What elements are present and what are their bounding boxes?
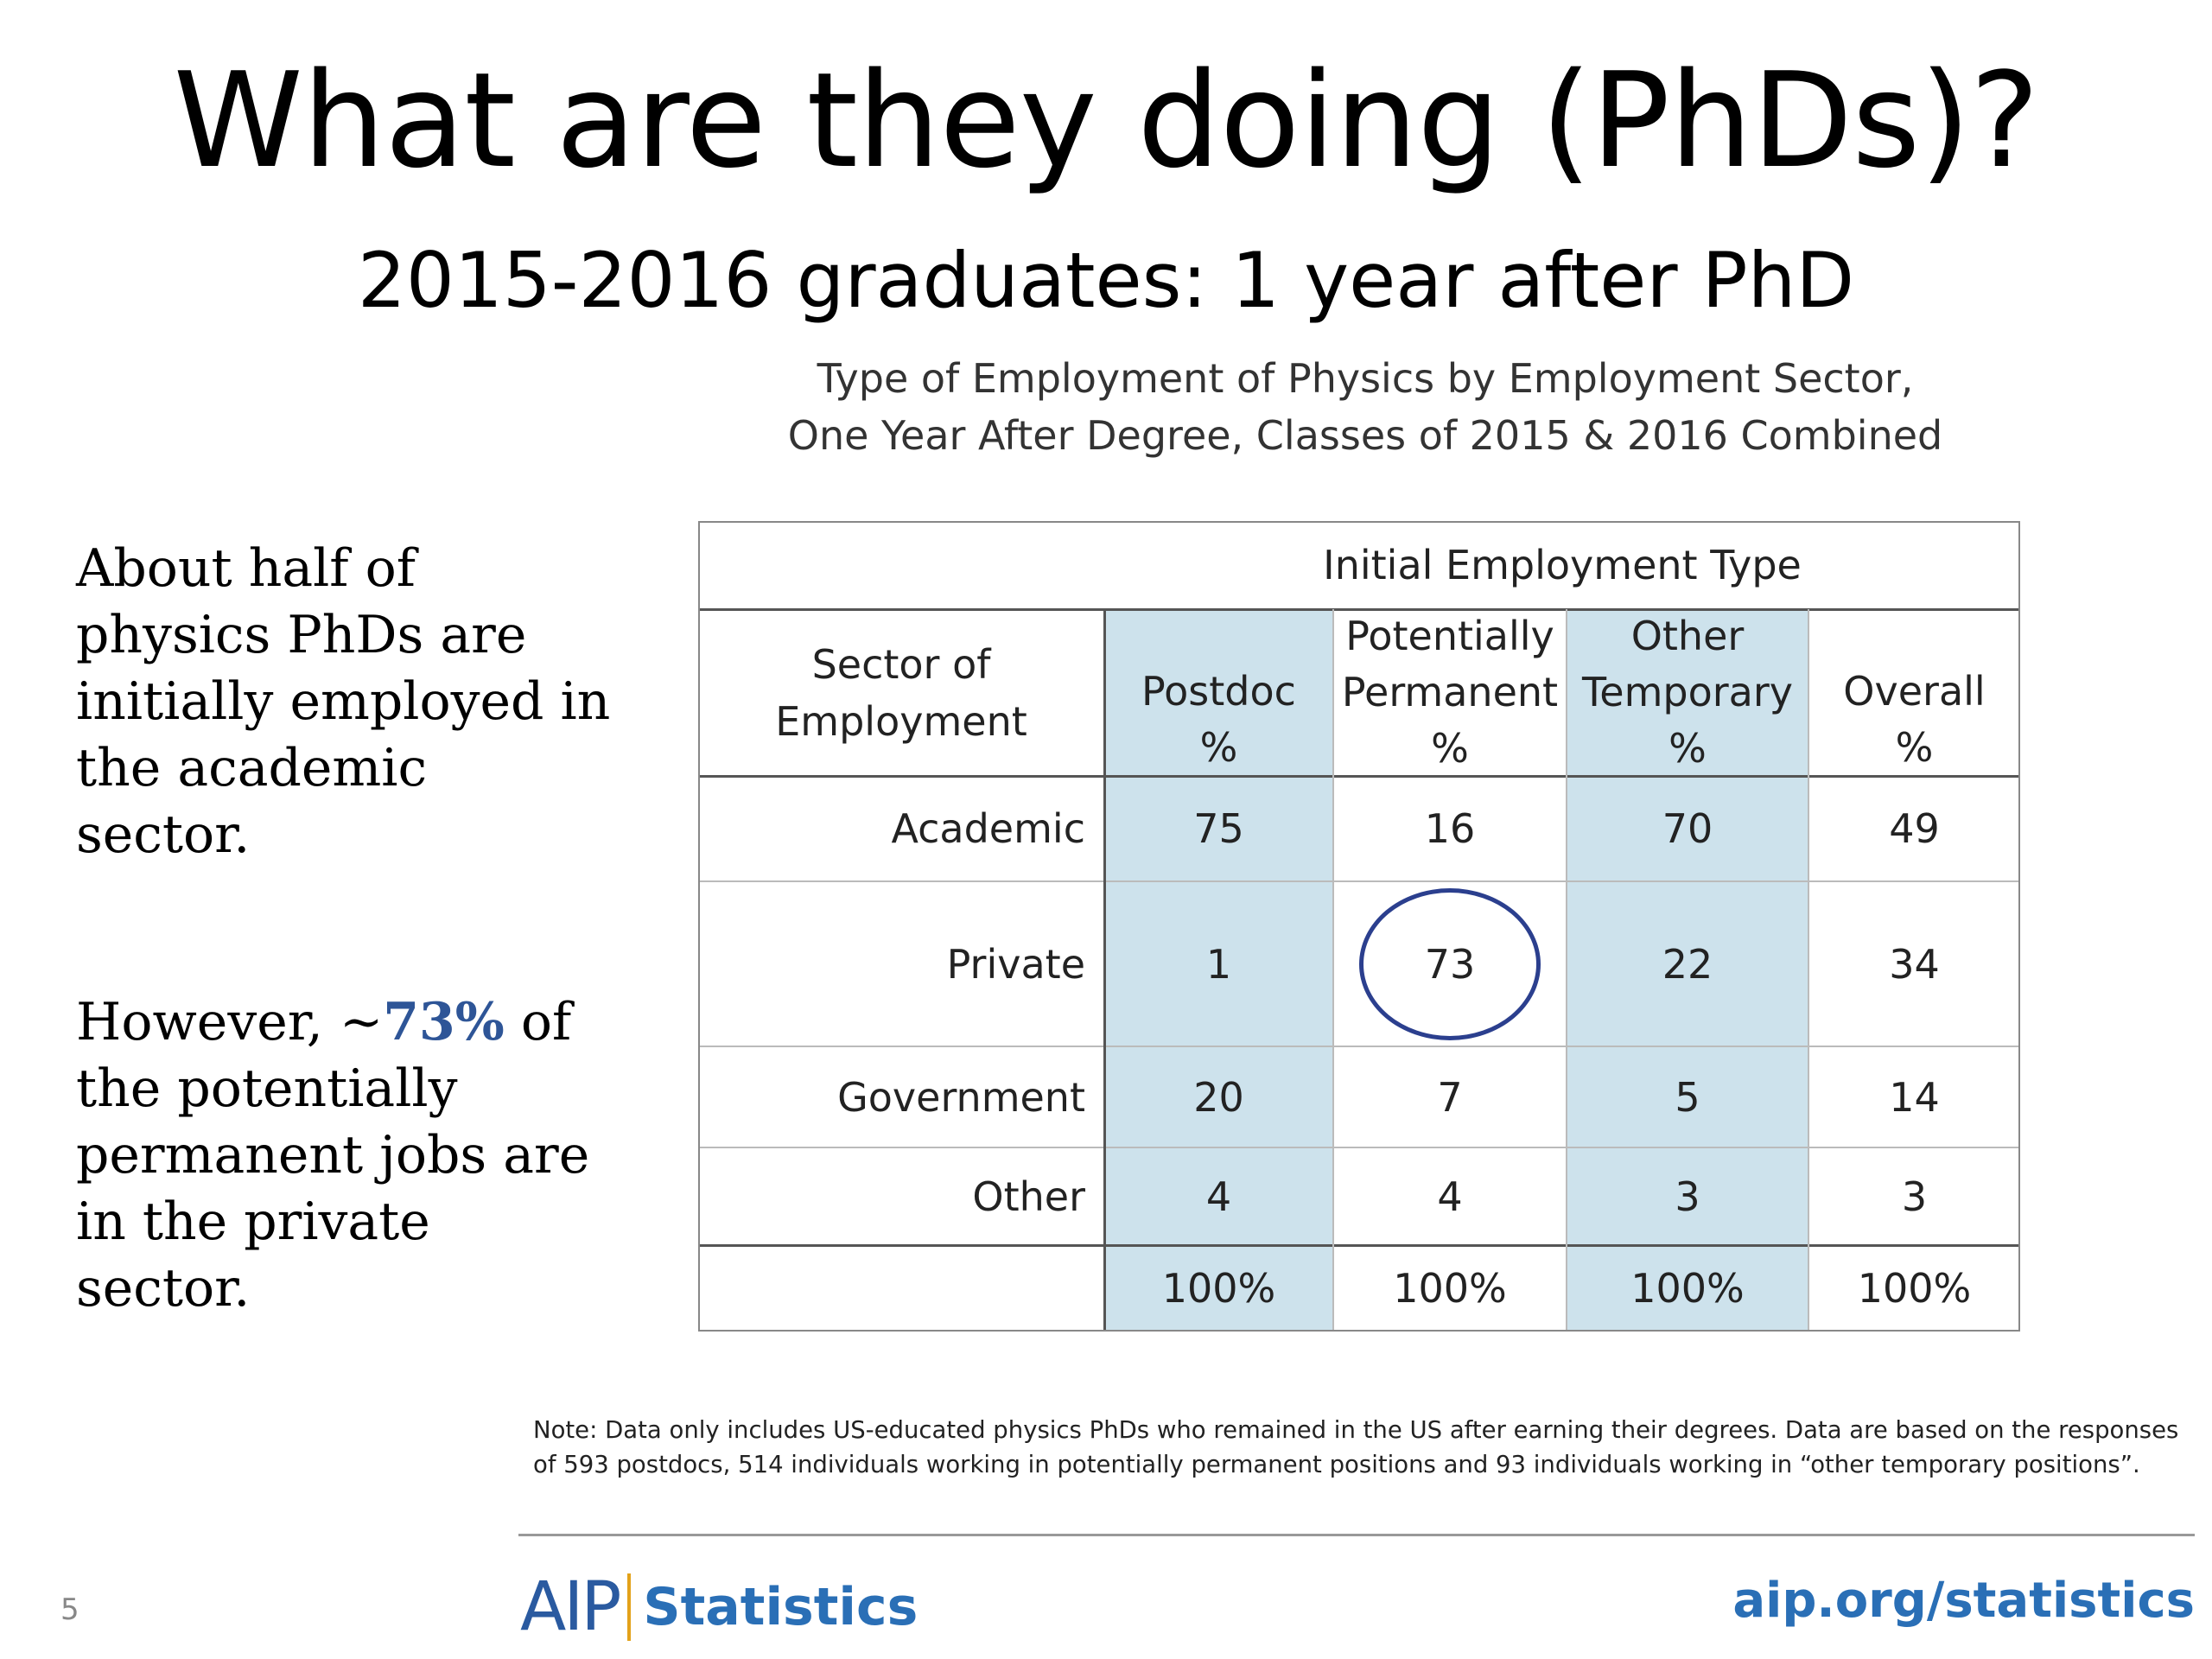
column-header-unit: % [1669, 725, 1707, 772]
row-header-label-line-1: Sector of [811, 640, 991, 688]
column-divider [1566, 609, 1567, 1332]
row-divider [698, 607, 2020, 611]
column-header-unit: % [1199, 724, 1238, 771]
logo-divider [627, 1573, 632, 1641]
table-cell: 16 [1424, 805, 1476, 852]
total-cell: 100% [1857, 1265, 1972, 1312]
shaded-column [1104, 609, 1333, 1332]
column-header-line1: Other [1630, 613, 1745, 659]
table-cell: 3 [1675, 1173, 1700, 1220]
column-header-line2: Permanent [1341, 669, 1559, 715]
footer-divider [518, 1534, 2195, 1536]
total-cell: 100% [1161, 1265, 1276, 1312]
group-header: Initial Employment Type [1323, 542, 1802, 588]
column-header: Other Temporary% [1567, 609, 1808, 776]
column-divider [1808, 609, 1809, 1332]
row-divider [698, 774, 2020, 778]
column-divider [1103, 609, 1106, 1332]
side-text-private-after: of the potentially permanent jobs are in… [76, 992, 590, 1319]
table-title-line-1: Type of Employment of Physics by Employm… [817, 355, 1914, 402]
table-cell: 20 [1193, 1073, 1244, 1121]
shaded-column [1567, 609, 1808, 1332]
data-note: Note: Data only includes US-educated phy… [533, 1416, 2179, 1478]
table-cell: 5 [1675, 1073, 1700, 1121]
table-cell: 4 [1205, 1173, 1232, 1220]
column-header-unit: % [1895, 724, 1934, 771]
side-text-private: However, ~73% of the potentially permane… [76, 989, 612, 1322]
table-border [698, 521, 2020, 1332]
table-cell: 4 [1437, 1173, 1463, 1220]
slide-title: What are they doing (PhDs)? [173, 44, 2040, 197]
row-divider [698, 1147, 2020, 1148]
total-cell: 100% [1630, 1265, 1745, 1312]
table-title-line-2: One Year After Degree, Classes of 2015 &… [787, 412, 1943, 459]
page-number: 5 [60, 1592, 79, 1627]
total-cell: 100% [1393, 1265, 1507, 1312]
table-cell: 70 [1662, 805, 1713, 852]
table-cell: 49 [1889, 805, 1940, 852]
row-divider [698, 1243, 2020, 1247]
employment-table: Initial Employment Type Sector of Employme… [698, 521, 2020, 1332]
highlight-circle [1359, 887, 1541, 1040]
aip-statistics-logo: AIP Statistics [520, 1568, 918, 1646]
highlight-percentage: 73% [383, 992, 505, 1052]
row-header-label-line-2: Employment [775, 697, 1027, 745]
side-text-academic: About half of physics PhDs are initially… [76, 538, 611, 865]
row-sector-label: Government [837, 1073, 1085, 1121]
table-cell: 22 [1662, 940, 1713, 988]
row-sector-label: Academic [891, 805, 1085, 852]
row-divider [698, 880, 2020, 882]
column-header-line1: Potentially [1345, 613, 1554, 659]
logo-aip-text: AIP [520, 1568, 621, 1646]
table-cell: 1 [1205, 940, 1232, 988]
row-divider [698, 1046, 2020, 1047]
column-header-line2: Temporary [1582, 669, 1793, 715]
column-header-line2: Overall [1843, 668, 1986, 715]
column-header: Overall% [1808, 609, 2020, 776]
table-title: Type of Employment of Physics by Employm… [760, 350, 1970, 464]
table-cell: 34 [1889, 940, 1940, 988]
table-cell: 75 [1193, 805, 1244, 852]
row-sector-label: Private [946, 940, 1085, 988]
table-cell: 7 [1437, 1073, 1463, 1121]
table-cell: 3 [1901, 1173, 1928, 1220]
column-header: Postdoc% [1104, 609, 1333, 776]
side-text-private-before: However, ~ [76, 992, 384, 1052]
logo-statistics-text: Statistics [643, 1577, 918, 1637]
footer-url: aip.org/statistics [1732, 1573, 2195, 1629]
row-header-label: Sector of Employment [698, 609, 1104, 776]
column-header: Potentially Permanent% [1333, 609, 1567, 776]
slide-subtitle: 2015-2016 graduates: 1 year after PhD [357, 236, 1855, 325]
table-cell: 14 [1889, 1073, 1940, 1121]
row-sector-label: Other [972, 1173, 1085, 1220]
column-divider [1332, 609, 1334, 1332]
column-header-unit: % [1431, 725, 1469, 772]
column-header-line2: Postdoc [1141, 668, 1296, 715]
